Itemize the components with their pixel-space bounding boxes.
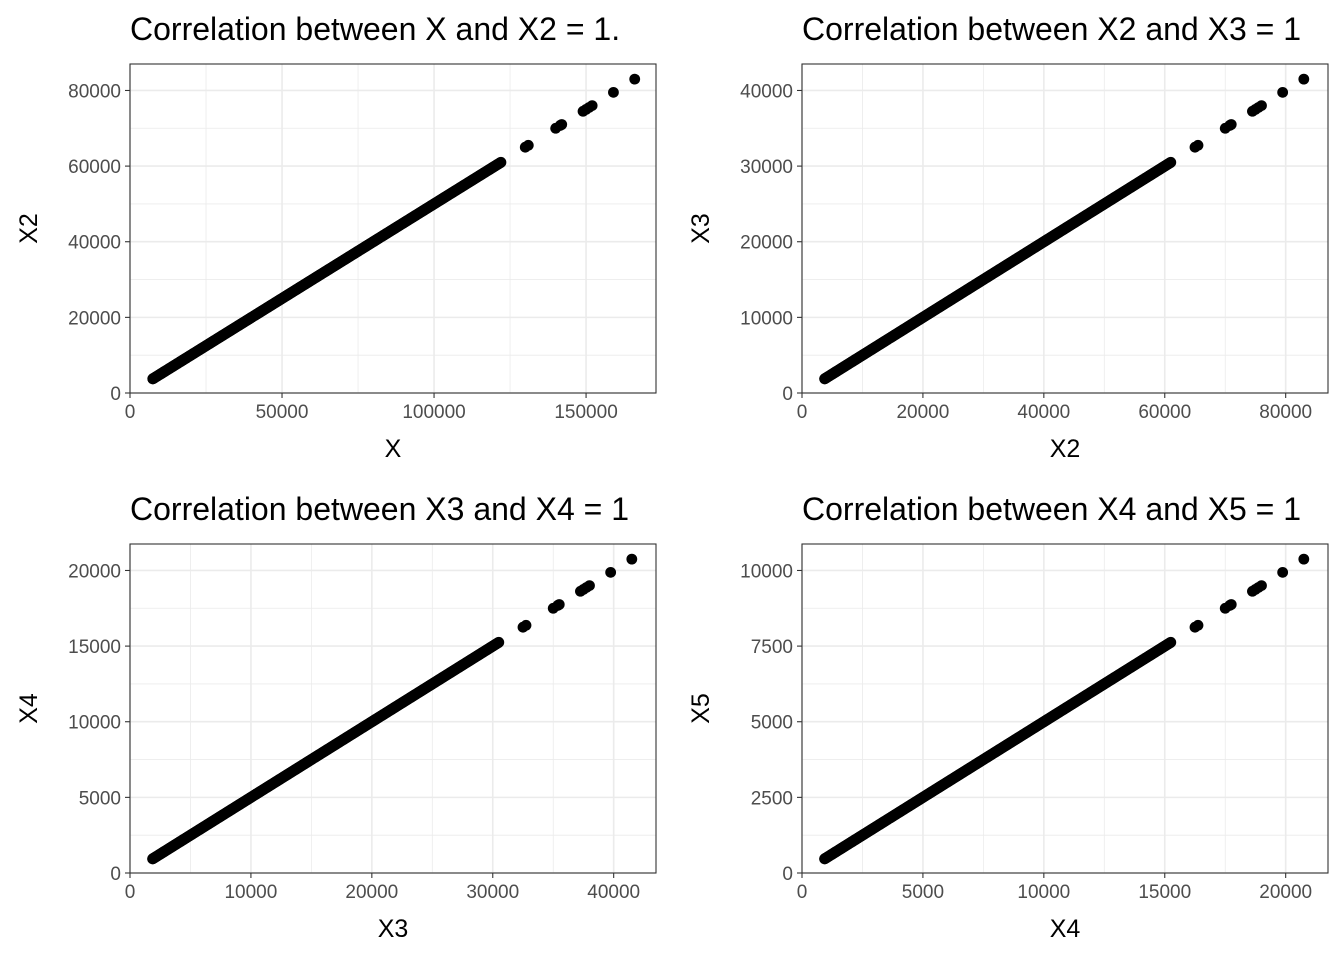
chart-1-point <box>852 352 864 364</box>
chart-3-point <box>852 832 864 844</box>
chart-0-x-axis-label: X <box>385 435 402 463</box>
chart-1-point <box>1192 139 1204 151</box>
chart-0-point <box>147 373 159 385</box>
chart-0-point <box>629 73 641 85</box>
chart-1-y-tick-label: 0 <box>782 384 793 405</box>
chart-3-title: Correlation between X4 and X5 = 1 <box>802 491 1301 527</box>
chart-2-point <box>605 566 617 578</box>
chart-0-x-tick-label: 150000 <box>554 402 617 423</box>
chart-1-x-tick-label: 20000 <box>896 402 949 423</box>
chart-1-y-axis-label: X3 <box>687 213 715 244</box>
chart-2-y-tick-label: 0 <box>110 864 121 885</box>
chart-0-point <box>522 139 534 151</box>
chart-0-y-tick-label: 40000 <box>68 233 121 254</box>
chart-0-title: Correlation between X and X2 = 1. <box>130 11 620 47</box>
chart-3-point <box>1192 619 1204 631</box>
chart-2-x-tick-label: 20000 <box>345 882 398 903</box>
chart-1-plot-frame <box>801 63 1329 394</box>
chart-2-y-axis-label: X4 <box>15 693 43 724</box>
chart-3-point <box>819 853 831 865</box>
chart-0-x-tick-label: 0 <box>125 402 136 423</box>
chart-3-point <box>1298 553 1310 565</box>
chart-1-point <box>1225 119 1237 130</box>
chart-0-point <box>586 100 598 111</box>
chart-0-y-tick-label: 60000 <box>68 157 121 178</box>
chart-2-y-tick-label: 10000 <box>68 713 121 734</box>
chart-3-plot-frame <box>801 543 1329 874</box>
chart-3-x-tick-label: 10000 <box>1017 882 1070 903</box>
chart-1-point <box>1298 73 1310 85</box>
chart-3-y-tick-label: 0 <box>782 864 793 885</box>
chart-0-y-tick-label: 20000 <box>68 308 121 329</box>
chart-3-y-tick-label: 7500 <box>751 637 793 658</box>
chart-1-x-tick-label: 80000 <box>1259 402 1312 423</box>
chart-1-y-tick-label: 40000 <box>740 81 793 102</box>
chart-0-point <box>495 156 507 168</box>
chart-0-point <box>556 119 568 130</box>
chart-3-x-tick-label: 20000 <box>1259 882 1312 903</box>
chart-3-x-tick-label: 0 <box>797 882 808 903</box>
chart-0-plot-frame <box>129 63 657 394</box>
chart-3-y-tick-label: 2500 <box>751 788 793 809</box>
chart-1-y-tick-label: 20000 <box>740 233 793 254</box>
chart-2-point <box>584 580 595 591</box>
chart-3-point <box>1165 636 1177 648</box>
chart-1-point <box>819 373 831 385</box>
chart-1-x-tick-label: 60000 <box>1138 402 1191 423</box>
chart-2-title: Correlation between X3 and X4 = 1 <box>130 491 629 527</box>
scatter-svg-x4-x5: Correlation between X4 and X5 = 1 0 5000 10… <box>687 491 1329 943</box>
chart-0-point <box>608 86 619 98</box>
chart-0-x-tick-label: 50000 <box>256 402 309 423</box>
chart-1-point <box>1256 100 1267 111</box>
chart-2-plot-frame <box>129 543 657 874</box>
chart-3-y-tick-label: 5000 <box>751 713 793 734</box>
chart-2-point <box>553 599 565 610</box>
chart-0-point <box>180 352 192 364</box>
chart-0-y-tick-label: 0 <box>110 384 121 405</box>
scatter-panel-x-x2: Correlation between X and X2 = 1. 0 50000 1… <box>0 0 672 480</box>
chart-2-point <box>493 636 505 648</box>
scatter-svg-x3-x4: Correlation between X3 and X4 = 1 0 10000 2… <box>15 491 657 943</box>
chart-3-point <box>1225 599 1237 610</box>
chart-2-point <box>626 553 638 565</box>
chart-0-x-tick-label: 100000 <box>402 402 465 423</box>
scatter-svg-x-x2: Correlation between X and X2 = 1. 0 50000 1… <box>15 11 657 463</box>
chart-2-y-tick-label: 15000 <box>68 637 121 658</box>
chart-2-x-axis-label: X3 <box>378 915 409 943</box>
chart-2-x-tick-label: 0 <box>125 882 136 903</box>
chart-3-point <box>1256 580 1267 591</box>
chart-3-point <box>1277 566 1289 578</box>
scatter-panel-x4-x5: Correlation between X4 and X5 = 1 0 5000 10… <box>672 480 1344 960</box>
chart-1-y-tick-label: 30000 <box>740 157 793 178</box>
scatter-panel-x3-x4: Correlation between X3 and X4 = 1 0 10000 2… <box>0 480 672 960</box>
chart-2-x-tick-label: 40000 <box>587 882 640 903</box>
chart-3-x-axis-label: X4 <box>1050 915 1081 943</box>
chart-2-x-tick-label: 30000 <box>466 882 519 903</box>
chart-1-point <box>1165 156 1177 168</box>
chart-2-y-tick-label: 5000 <box>79 788 121 809</box>
chart-0-y-tick-label: 80000 <box>68 81 121 102</box>
scatter-svg-x2-x3: Correlation between X2 and X3 = 1 0 20000 4… <box>687 11 1329 463</box>
chart-3-x-tick-label: 15000 <box>1138 882 1191 903</box>
chart-3-y-tick-label: 10000 <box>740 561 793 582</box>
chart-2-x-tick-label: 10000 <box>224 882 277 903</box>
chart-2-point <box>520 619 532 631</box>
chart-1-y-tick-label: 10000 <box>740 308 793 329</box>
chart-3-y-axis-label: X5 <box>687 693 715 724</box>
chart-1-x-tick-label: 0 <box>797 402 808 423</box>
chart-1-title: Correlation between X2 and X3 = 1 <box>802 11 1301 47</box>
chart-0-y-axis-label: X2 <box>15 213 43 244</box>
scatter-panel-x2-x3: Correlation between X2 and X3 = 1 0 20000 4… <box>672 0 1344 480</box>
chart-1-point <box>1277 86 1289 98</box>
chart-2-y-tick-label: 20000 <box>68 561 121 582</box>
chart-1-x-tick-label: 40000 <box>1017 402 1070 423</box>
chart-2-point <box>147 853 159 865</box>
chart-2-point <box>180 832 192 844</box>
chart-3-x-tick-label: 5000 <box>902 882 944 903</box>
chart-1-x-axis-label: X2 <box>1050 435 1081 463</box>
